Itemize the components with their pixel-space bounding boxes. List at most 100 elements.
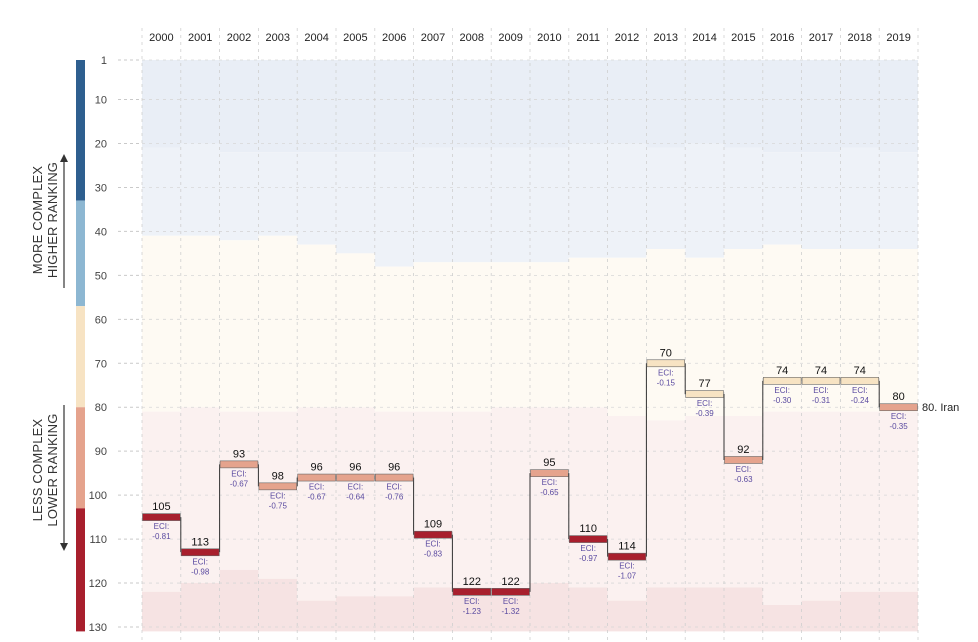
- year-label-2002: 2002: [227, 32, 251, 44]
- eci-prefix-2003: ECI:: [270, 491, 286, 500]
- eci-prefix-2006: ECI:: [386, 483, 402, 492]
- y-tick-label-1: 1: [101, 55, 107, 67]
- rank-bar-2010: [530, 469, 569, 477]
- year-label-2004: 2004: [304, 32, 328, 44]
- rank-bar-2002: [219, 460, 259, 469]
- y-tick-label-30: 30: [95, 182, 107, 194]
- rank-label-2002: 93: [233, 448, 245, 460]
- lower-ranking-line2: LOWER RANKING: [45, 413, 60, 527]
- more-complex-label: MORE COMPLEX HIGHER RANKING: [30, 120, 60, 320]
- eci-prefix-2013: ECI:: [658, 368, 674, 377]
- year-label-2000: 2000: [149, 32, 173, 44]
- rank-bar-2007: [413, 530, 453, 539]
- rank-bar-2005: [336, 473, 375, 482]
- year-label-2014: 2014: [692, 32, 716, 44]
- eci-prefix-2017: ECI:: [813, 386, 829, 395]
- rank-label-2009: 122: [501, 576, 519, 588]
- eci-value-2018: -0.24: [851, 396, 870, 405]
- rank-label-2019: 80: [892, 391, 904, 403]
- rank-label-2011: 110: [579, 523, 597, 535]
- year-label-2006: 2006: [382, 32, 406, 44]
- eci-value-2006: -0.76: [385, 493, 404, 502]
- scale-segment-1: [76, 200, 85, 307]
- year-label-2018: 2018: [848, 32, 872, 44]
- rank-label-2000: 105: [152, 501, 170, 513]
- y-tick-label-120: 120: [89, 578, 107, 590]
- year-label-2016: 2016: [770, 32, 794, 44]
- rank-bar-2018: [840, 377, 880, 385]
- year-label-2003: 2003: [266, 32, 290, 44]
- rank-label-2015: 92: [737, 444, 749, 456]
- y-tick-label-60: 60: [95, 314, 107, 326]
- y-tick-label-110: 110: [89, 534, 107, 546]
- rank-bar-2006: [374, 473, 414, 482]
- eci-prefix-2002: ECI:: [231, 469, 247, 478]
- eci-value-2008: -1.23: [463, 607, 482, 616]
- year-label-2012: 2012: [615, 32, 639, 44]
- rank-label-2007: 109: [424, 519, 442, 531]
- rank-label-2010: 95: [543, 457, 555, 469]
- year-label-2013: 2013: [654, 32, 678, 44]
- rank-bar-2011: [568, 535, 608, 543]
- rank-bar-2000: [142, 513, 181, 521]
- eci-prefix-2010: ECI:: [542, 478, 558, 487]
- eci-prefix-2004: ECI:: [309, 483, 325, 492]
- y-tick-label-100: 100: [89, 490, 107, 502]
- rank-bar-2012: [607, 552, 647, 561]
- higher-ranking-line2: HIGHER RANKING: [45, 161, 60, 279]
- rank-label-2013: 70: [660, 347, 672, 359]
- less-complex-label: LESS COMPLEX LOWER RANKING: [30, 370, 60, 570]
- rank-label-2014: 77: [698, 378, 710, 390]
- rank-bar-2009: [491, 588, 530, 596]
- scale-segment-4: [76, 508, 85, 632]
- eci-value-2011: -0.97: [579, 554, 598, 563]
- rank-bar-2015: [724, 456, 763, 464]
- year-label-2015: 2015: [731, 32, 755, 44]
- eci-value-2013: -0.15: [657, 378, 676, 387]
- y-tick-label-130: 130: [89, 622, 107, 634]
- year-label-2017: 2017: [809, 32, 833, 44]
- eci-value-2000: -0.81: [152, 532, 171, 541]
- y-tick-label-40: 40: [95, 226, 107, 238]
- eci-prefix-2019: ECI:: [891, 412, 907, 421]
- rank-label-2017: 74: [815, 365, 827, 377]
- end-label: 80. Iran: [922, 402, 959, 414]
- year-label-2007: 2007: [421, 32, 445, 44]
- less-complex-line1: LESS COMPLEX: [30, 418, 45, 522]
- y-tick-label-70: 70: [95, 358, 107, 370]
- rank-label-2008: 122: [463, 576, 481, 588]
- rank-label-2012: 114: [618, 541, 636, 553]
- y-tick-label-20: 20: [95, 139, 107, 151]
- rank-bar-2017: [801, 377, 841, 385]
- rank-label-2006: 96: [388, 462, 400, 474]
- year-label-2010: 2010: [537, 32, 561, 44]
- year-label-2005: 2005: [343, 32, 367, 44]
- scale-segment-3: [76, 407, 85, 509]
- eci-value-2012: -1.07: [618, 572, 637, 581]
- rank-bar-2001: [181, 548, 220, 557]
- eci-value-2005: -0.64: [346, 493, 365, 502]
- eci-prefix-2011: ECI:: [580, 544, 596, 553]
- y-tick-label-80: 80: [95, 402, 107, 414]
- rank-bar-2004: [297, 473, 336, 482]
- eci-prefix-2015: ECI:: [736, 465, 752, 474]
- eci-prefix-2000: ECI:: [154, 522, 170, 531]
- rank-bar-2003: [258, 482, 297, 491]
- eci-prefix-2008: ECI:: [464, 597, 480, 606]
- y-tick-label-50: 50: [95, 270, 107, 282]
- eci-value-2010: -0.65: [540, 488, 559, 497]
- down-arrow-icon: [60, 543, 68, 551]
- y-tick-label-90: 90: [95, 446, 107, 458]
- year-label-2008: 2008: [460, 32, 484, 44]
- eci-value-2019: -0.35: [889, 422, 908, 431]
- eci-prefix-2001: ECI:: [192, 557, 208, 566]
- scale-segment-2: [76, 306, 85, 408]
- eci-value-2001: -0.98: [191, 567, 210, 576]
- eci-value-2014: -0.39: [695, 409, 714, 418]
- eci-prefix-2007: ECI:: [425, 540, 441, 549]
- eci-prefix-2012: ECI:: [619, 562, 635, 571]
- eci-value-2009: -1.32: [501, 607, 520, 616]
- eci-value-2003: -0.75: [269, 501, 288, 510]
- year-label-2009: 2009: [498, 32, 522, 44]
